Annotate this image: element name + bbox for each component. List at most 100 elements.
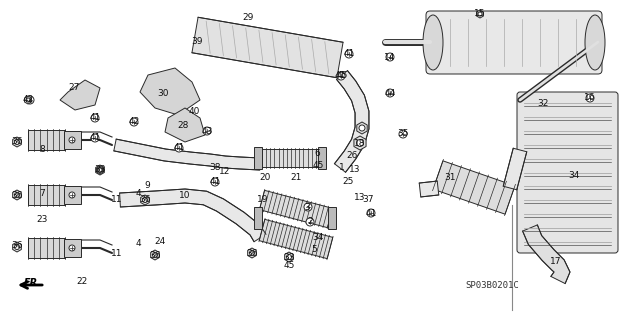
Polygon shape <box>354 136 366 150</box>
Text: 45: 45 <box>284 261 294 270</box>
Polygon shape <box>114 139 260 170</box>
Circle shape <box>399 130 407 138</box>
Text: 24: 24 <box>154 238 166 247</box>
Polygon shape <box>140 68 200 115</box>
Text: 26: 26 <box>346 151 358 160</box>
Text: 34: 34 <box>312 233 324 241</box>
Text: 9: 9 <box>144 181 150 189</box>
Circle shape <box>152 253 157 257</box>
Text: 33: 33 <box>284 253 295 262</box>
Text: 5: 5 <box>311 246 317 255</box>
Text: 19: 19 <box>257 196 269 204</box>
Circle shape <box>97 167 102 173</box>
FancyBboxPatch shape <box>64 239 81 257</box>
Text: 10: 10 <box>179 191 191 201</box>
Circle shape <box>356 139 364 146</box>
Circle shape <box>337 72 345 80</box>
Circle shape <box>386 53 394 61</box>
Text: 8: 8 <box>39 145 45 154</box>
Text: 14: 14 <box>384 53 396 62</box>
Circle shape <box>91 134 99 142</box>
Text: 43: 43 <box>202 127 212 136</box>
Polygon shape <box>259 219 333 259</box>
Text: 36: 36 <box>12 137 23 146</box>
Circle shape <box>143 197 147 203</box>
Text: 4: 4 <box>135 239 141 248</box>
Polygon shape <box>262 149 320 167</box>
Polygon shape <box>165 108 205 142</box>
Text: 36: 36 <box>140 196 151 204</box>
Circle shape <box>306 218 314 226</box>
Text: 44: 44 <box>385 88 396 98</box>
Polygon shape <box>13 137 21 147</box>
Text: SP03B0201C: SP03B0201C <box>465 280 519 290</box>
Circle shape <box>386 89 394 97</box>
Text: FR.: FR. <box>24 278 42 288</box>
Text: 12: 12 <box>220 167 230 175</box>
Text: 27: 27 <box>68 83 80 92</box>
Text: 32: 32 <box>538 100 548 108</box>
Text: 6: 6 <box>314 149 320 158</box>
Polygon shape <box>150 250 159 260</box>
Text: 41: 41 <box>90 132 100 142</box>
Text: 7: 7 <box>39 189 45 197</box>
FancyBboxPatch shape <box>64 131 81 149</box>
Ellipse shape <box>423 15 443 70</box>
Text: 41: 41 <box>365 209 377 218</box>
Text: 37: 37 <box>362 195 374 204</box>
FancyBboxPatch shape <box>254 147 262 169</box>
Polygon shape <box>335 70 369 172</box>
Polygon shape <box>433 161 515 214</box>
Text: 42: 42 <box>129 117 140 127</box>
Text: 3: 3 <box>304 203 310 211</box>
Circle shape <box>359 125 365 131</box>
Text: 45: 45 <box>312 161 324 170</box>
Text: 40: 40 <box>188 108 200 116</box>
Polygon shape <box>285 252 293 262</box>
Polygon shape <box>60 80 100 110</box>
Text: 30: 30 <box>157 90 169 99</box>
Polygon shape <box>120 189 266 242</box>
Circle shape <box>130 118 138 126</box>
Polygon shape <box>259 190 333 228</box>
Text: 16: 16 <box>584 93 596 102</box>
Text: 38: 38 <box>209 164 221 173</box>
Polygon shape <box>477 10 483 18</box>
Circle shape <box>287 255 291 259</box>
Polygon shape <box>24 96 31 104</box>
Circle shape <box>15 139 19 145</box>
Text: 1: 1 <box>339 164 345 173</box>
Text: 36: 36 <box>149 250 161 259</box>
Text: 39: 39 <box>191 38 203 47</box>
Polygon shape <box>419 181 439 197</box>
Text: 15: 15 <box>474 10 486 19</box>
Text: 22: 22 <box>76 277 88 286</box>
Circle shape <box>345 50 353 58</box>
Circle shape <box>69 245 75 251</box>
FancyBboxPatch shape <box>517 92 618 253</box>
Polygon shape <box>248 248 257 258</box>
Text: 21: 21 <box>291 173 301 182</box>
Text: 11: 11 <box>111 196 123 204</box>
Text: 23: 23 <box>36 216 48 225</box>
Text: 25: 25 <box>342 177 354 187</box>
Circle shape <box>175 144 183 152</box>
Circle shape <box>250 250 255 256</box>
Text: 13: 13 <box>349 165 361 174</box>
Text: 4: 4 <box>135 189 141 197</box>
Circle shape <box>26 96 34 104</box>
Polygon shape <box>192 17 343 78</box>
Circle shape <box>15 244 19 249</box>
Polygon shape <box>141 195 149 205</box>
Text: 17: 17 <box>550 257 562 266</box>
Text: 41: 41 <box>173 144 185 152</box>
FancyBboxPatch shape <box>328 207 336 229</box>
Text: 2: 2 <box>307 218 313 226</box>
Polygon shape <box>95 165 104 175</box>
Polygon shape <box>503 148 527 190</box>
Text: 45: 45 <box>336 71 348 80</box>
Polygon shape <box>357 122 367 134</box>
Text: 11: 11 <box>111 249 123 257</box>
Text: 36: 36 <box>12 190 23 199</box>
Text: 31: 31 <box>444 174 456 182</box>
